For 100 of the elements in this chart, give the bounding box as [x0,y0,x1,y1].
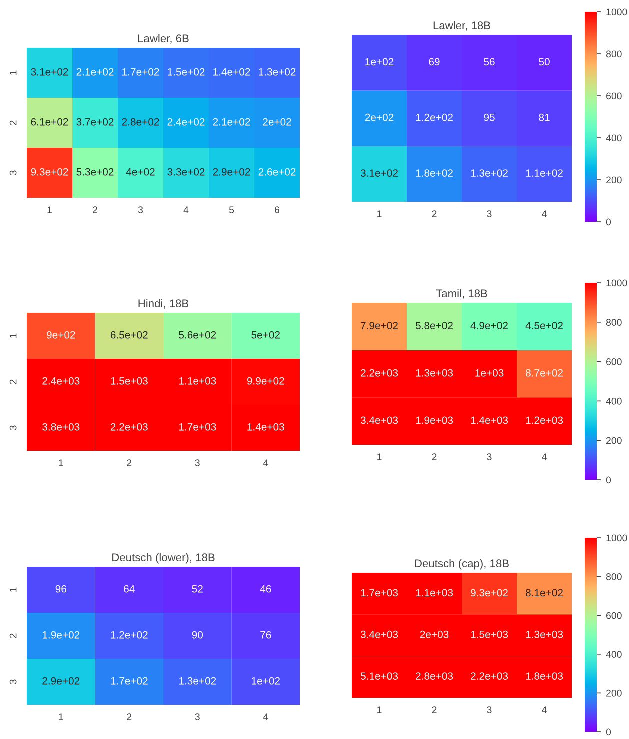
data-label: 1.5e+02 [168,68,205,76]
data-label: 4.9e+02 [470,322,508,330]
x-tick-label: 1 [48,206,52,214]
x-tick-label: 4 [263,460,268,466]
x-tick-label: 6 [275,206,280,214]
color-bar-label: 0 [606,728,612,736]
x-tick-label: 2 [127,460,132,466]
data-label: 3.1e+02 [31,68,68,76]
color-bar-label: 200 [606,437,622,444]
color-bar-label: 800 [606,574,622,580]
x-tick-label: 3 [487,210,492,218]
data-label: 1.4e+02 [214,68,250,76]
data-label: 1.4e+03 [248,423,284,431]
data-label: 1.7e+02 [111,677,148,685]
x-tick-label: 1 [378,706,382,714]
data-label: 3.8e+03 [42,423,80,431]
data-label: 2.8e+03 [416,672,454,680]
y-tick-label: 1 [10,588,17,592]
data-label: 4.5e+02 [526,322,563,330]
x-tick-label: 5 [229,206,234,214]
data-label: 1.3e+02 [179,677,216,685]
data-label: 1.1e+02 [526,170,563,177]
x-tick-label: 1 [59,714,64,720]
data-label: 2.2e+03 [361,369,398,377]
data-label: 8.7e+02 [526,369,563,377]
data-label: 96 [56,585,66,593]
y-tick-label: 2 [10,120,17,126]
data-label: 1.7e+02 [122,68,160,76]
y-tick-label: 3 [10,426,17,430]
x-tick-label: 1 [378,454,382,460]
data-label: 5e+02 [252,331,280,339]
data-label: 9.9e+02 [247,377,284,385]
data-label: 52 [192,585,203,593]
data-label: 9.3e+02 [471,589,508,597]
data-label: 8.1e+02 [526,589,563,597]
x-tick-label: 2 [127,714,132,720]
data-label: 2.4e+02 [168,118,205,126]
color-bar-label: 1000 [606,280,628,287]
data-label: 46 [260,585,272,593]
x-tick-label: 3 [138,206,144,214]
data-label: 2.8e+02 [122,118,160,126]
data-label: 1.1e+03 [416,589,454,597]
color-bar-label: 0 [606,476,612,484]
data-label: 1.2e+02 [111,631,148,639]
data-label: 4e+02 [126,168,155,176]
data-label: 1.7e+03 [179,423,216,431]
data-label: 2.9e+02 [213,168,250,176]
data-label: 2.4e+03 [42,377,80,385]
x-tick-label: 3 [195,714,200,720]
color-bar-label: 0 [606,218,612,226]
data-label: 5.3e+02 [76,168,114,176]
chart-title: Tamil, 18B [436,289,488,299]
y-tick-label: 3 [10,680,17,684]
color-bar-label: 800 [606,50,622,58]
y-tick-label: 2 [10,380,17,384]
y-tick-label: 1 [10,70,17,75]
data-label: 2e+03 [420,630,449,638]
data-label: 1.3e+03 [416,369,454,377]
data-label: 56 [484,58,495,66]
color-bar-label: 200 [606,690,622,697]
data-label: 1.2e+03 [526,416,564,424]
data-label: 76 [260,631,272,639]
data-label: 3.1e+02 [360,170,398,177]
data-label: 1.8e+03 [526,672,564,680]
data-label: 7.9e+02 [361,322,398,330]
data-label: 2.1e+02 [213,118,250,126]
data-label: 1.4e+03 [471,416,508,424]
data-label: 2e+02 [263,118,292,126]
data-label: 1.5e+03 [471,630,508,638]
data-label: 3.4e+03 [360,416,398,424]
data-label: 6.5e+02 [110,331,148,339]
data-label: 3.4e+03 [360,630,398,638]
data-label: 9e+02 [46,331,76,339]
data-label: 2.2e+03 [110,423,148,431]
x-tick-label: 4 [263,714,268,720]
x-tick-label: 4 [542,210,547,218]
color-bar-label: 1000 [606,534,628,542]
data-label: 1.9e+03 [416,416,454,424]
color-bar-label: 800 [606,319,622,326]
data-label: 1.8e+02 [416,170,453,177]
x-tick-label: 2 [432,454,437,460]
x-tick-label: 3 [487,706,492,714]
data-label: 1e+03 [476,369,504,377]
x-tick-label: 1 [59,460,64,466]
data-label: 2.6e+02 [258,168,296,176]
data-label: 50 [539,58,550,66]
data-label: 1e+02 [366,58,394,66]
x-tick-label: 3 [195,460,200,466]
data-label: 1e+02 [252,677,280,685]
data-label: 2e+02 [365,114,394,122]
x-tick-label: 2 [432,210,437,218]
chart-title: Deutsch (cap), 18B [415,559,509,570]
color-bar-label: 200 [606,176,622,184]
x-tick-label: 3 [487,454,492,460]
data-label: 1.5e+03 [111,377,148,385]
data-label: 81 [539,114,550,122]
color-bar-label: 400 [606,651,622,658]
data-label: 95 [484,114,495,122]
chart-title: Lawler, 6B [138,34,189,44]
data-label: 1.3e+03 [526,630,564,638]
